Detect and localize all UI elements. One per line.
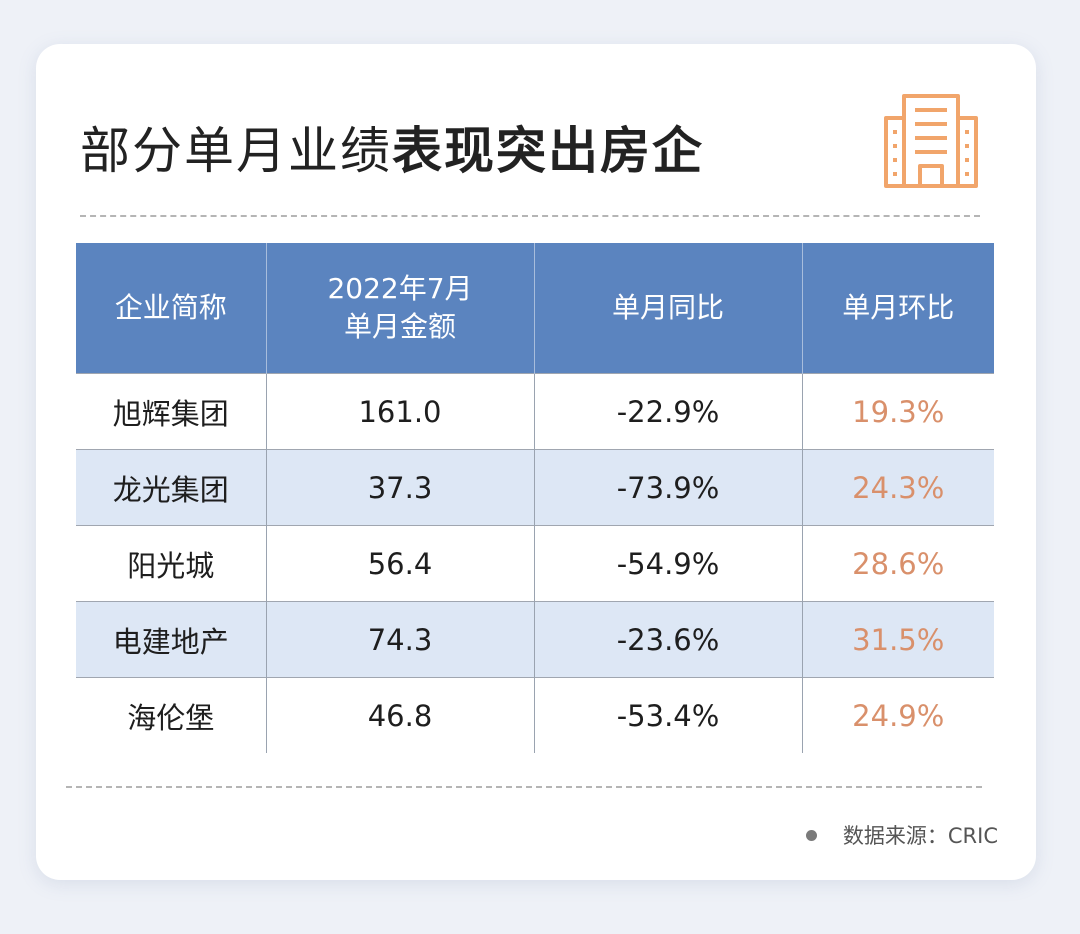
page-title: 部分单月业绩表现突出房企	[80, 116, 704, 186]
cell-amount: 74.3	[265, 601, 534, 678]
source-note: 数据来源：CRIC	[805, 820, 998, 850]
table-row: 电建地产 74.3 -23.6% 31.5%	[76, 601, 994, 678]
cell-company: 阳光城	[76, 525, 266, 602]
table-row: 阳光城 56.4 -54.9% 28.6%	[76, 525, 994, 602]
table-header-row: 企业简称 2022年7月 单月金额 单月同比 单月环比	[76, 243, 994, 374]
cell-amount: 46.8	[265, 677, 534, 753]
header-amount-line2: 单月金额	[343, 310, 456, 343]
cell-mom: 31.5%	[801, 601, 994, 678]
cell-company: 海伦堡	[76, 677, 266, 753]
header-company: 企业简称	[76, 243, 266, 374]
divider-top	[80, 215, 980, 217]
cell-company: 电建地产	[76, 601, 266, 678]
cell-mom: 24.3%	[801, 449, 994, 526]
data-table: 企业简称 2022年7月 单月金额 单月同比 单月环比 旭辉集团 161.0 -…	[76, 243, 994, 753]
cell-yoy: -73.9%	[533, 449, 802, 526]
bullet-dot-icon	[805, 829, 817, 841]
title-light: 部分单月业绩	[80, 122, 392, 180]
cell-yoy: -23.6%	[533, 601, 802, 678]
card: 部分单月业绩表现突出房企	[36, 44, 1036, 880]
cell-yoy: -54.9%	[533, 525, 802, 602]
source-text: 数据来源：CRIC	[842, 824, 998, 848]
cell-amount: 161.0	[265, 373, 534, 450]
cell-mom: 24.9%	[801, 677, 994, 753]
header-amount: 2022年7月 单月金额	[265, 243, 534, 374]
cell-amount: 37.3	[265, 449, 534, 526]
cell-company: 龙光集团	[76, 449, 266, 526]
cell-mom: 19.3%	[801, 373, 994, 450]
header-mom: 单月环比	[801, 243, 994, 374]
building-icon	[884, 94, 978, 188]
cell-yoy: -53.4%	[533, 677, 802, 753]
header-amount-line1: 2022年7月	[327, 272, 473, 305]
cell-yoy: -22.9%	[533, 373, 802, 450]
table-row: 龙光集团 37.3 -73.9% 24.3%	[76, 449, 994, 526]
title-bold: 表现突出房企	[392, 122, 704, 180]
cell-mom: 28.6%	[801, 525, 994, 602]
table-row: 旭辉集团 161.0 -22.9% 19.3%	[76, 373, 994, 450]
cell-company: 旭辉集团	[76, 373, 266, 450]
header-yoy: 单月同比	[533, 243, 802, 374]
divider-bottom	[66, 786, 982, 788]
cell-amount: 56.4	[265, 525, 534, 602]
table-row: 海伦堡 46.8 -53.4% 24.9%	[76, 677, 994, 753]
